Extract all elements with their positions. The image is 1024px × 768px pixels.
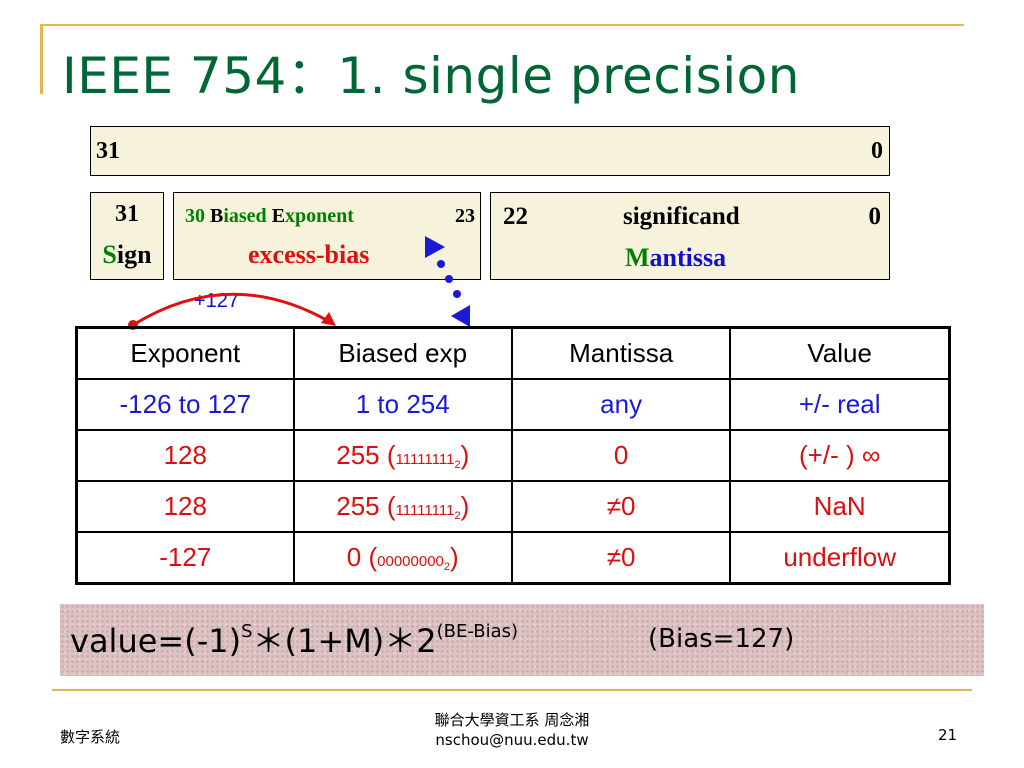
slide-frame-bottom-line	[52, 689, 972, 691]
table-row: -126 to 127 1 to 254 any +/- real	[75, 378, 951, 431]
sign-bit-number: 31	[115, 201, 139, 227]
exponent-label-b: B	[210, 205, 224, 227]
dot-1-icon	[437, 260, 445, 268]
biased-bits-base: 2	[443, 561, 451, 573]
header-biased-exp: Biased exp	[292, 326, 513, 380]
sign-label-rest: ign	[116, 240, 152, 269]
dot-3-icon	[453, 290, 461, 298]
cell-biased: 0 (000000002)	[292, 531, 513, 585]
cell-exponent: 128	[75, 429, 295, 482]
biased-bits-digits: 00000000	[377, 553, 444, 570]
cell-biased: 255 (111111112)	[292, 429, 513, 482]
table-row: -127 0 (000000002) ≠0 underflow	[75, 531, 951, 585]
bit-range-left: 31	[96, 138, 120, 164]
formula-middle: ＊(1+M)＊2	[252, 622, 437, 660]
biased-suffix: )	[450, 542, 459, 572]
header-exponent: Exponent	[75, 326, 295, 380]
slide-title: IEEE 754：1. single precision	[62, 47, 800, 105]
mantissa-end-bit: 0	[868, 203, 882, 230]
value-formula: value=(-1)S＊(1+M)＊2(BE-Bias)	[70, 616, 518, 662]
sign-label-first: S	[102, 240, 117, 269]
exponent-start-bit: 30	[185, 205, 205, 227]
bit-range-right: 0	[871, 138, 883, 164]
bias-note: (Bias=127)	[648, 624, 795, 654]
biased-bits: 111111112	[395, 451, 461, 471]
cell-mantissa: ≠0	[510, 531, 732, 585]
pointer-triangle-right-icon	[425, 236, 445, 258]
formula-box: value=(-1)S＊(1+M)＊2(BE-Bias) (Bias=127)	[60, 604, 984, 676]
cell-value: NaN	[729, 480, 951, 533]
footer-page-number: 21	[938, 726, 958, 744]
cell-exponent: -126 to 127	[75, 378, 295, 431]
exponent-label-xponent: xponent	[285, 205, 354, 227]
footer-author: 聯合大學資工系 周念湘 nschou@nuu.edu.tw	[412, 710, 612, 750]
curve-arrowhead-icon	[321, 312, 336, 326]
exponent-label-iased: iased	[223, 205, 272, 227]
exponent-table: Exponent Biased exp Mantissa Value -126 …	[75, 326, 951, 585]
cell-mantissa: ≠0	[510, 480, 732, 533]
biased-prefix: 255 (	[336, 440, 396, 470]
sign-label: Sign	[91, 240, 163, 270]
biased-bits-base: 2	[454, 459, 461, 471]
table-header-row: Exponent Biased exp Mantissa Value	[75, 326, 951, 380]
exponent-end-bit: 23	[455, 205, 475, 227]
cell-value: +/- real	[729, 378, 951, 431]
header-mantissa: Mantissa	[510, 326, 732, 380]
exponent-field: 30 Biased Exponent 23 excess-bias	[173, 192, 481, 280]
slide-frame-top-line	[40, 24, 964, 26]
exponent-header: 30 Biased Exponent	[185, 205, 354, 228]
significand-label: significand	[623, 203, 740, 230]
excess-bias-note: excess-bias	[248, 240, 370, 269]
cell-biased: 255 (111111112)	[292, 480, 513, 533]
mantissa-start-bit: 22	[503, 203, 528, 230]
biased-suffix: )	[460, 491, 470, 521]
bias-curve-arrow-icon	[132, 292, 331, 327]
biased-prefix: 255 (	[336, 491, 396, 521]
formula-sign-exp: S	[241, 621, 253, 642]
mantissa-name: Mantissa	[625, 243, 726, 273]
cell-mantissa: 0	[510, 429, 732, 482]
biased-bits-base: 2	[454, 510, 461, 522]
cell-value: underflow	[729, 531, 951, 585]
mantissa-field: 22 significand 0 Mantissa	[490, 192, 890, 280]
exponent-label-e: E	[271, 205, 286, 227]
biased-prefix: 0 (	[346, 542, 378, 572]
biased-bits: 000000002	[377, 553, 451, 573]
biased-bits: 111111112	[395, 502, 461, 522]
sign-field: 31 Sign	[90, 192, 164, 280]
cell-exponent: 128	[75, 480, 295, 533]
cell-value: (+/- ) ∞	[729, 429, 951, 482]
table-row: 128 255 (111111112) ≠0 NaN	[75, 480, 951, 533]
table-row: 128 255 (111111112) 0 (+/- ) ∞	[75, 429, 951, 482]
dot-2-icon	[445, 275, 453, 283]
biased-bits-digits: 11111111	[395, 451, 455, 468]
formula-power: (BE-Bias)	[436, 621, 519, 642]
cell-mantissa: any	[510, 378, 732, 431]
footer-course-name: 數字系統	[60, 728, 121, 746]
bit-range-bar: 31 0	[90, 126, 890, 176]
header-value: Value	[729, 326, 951, 380]
biased-suffix: )	[460, 440, 470, 470]
footer-author-line1: 聯合大學資工系 周念湘	[434, 711, 590, 729]
formula-lhs: value=(-1)	[70, 622, 242, 660]
biased-bits-digits: 11111111	[395, 502, 455, 519]
pointer-triangle-down-icon	[451, 305, 470, 327]
slide-frame-left-line	[40, 24, 43, 94]
mantissa-name-first: M	[625, 243, 650, 272]
footer-author-email: nschou@nuu.edu.tw	[435, 731, 589, 749]
cell-exponent: -127	[75, 531, 295, 585]
cell-biased: 1 to 254	[292, 378, 513, 431]
mantissa-name-rest: antissa	[649, 243, 727, 272]
